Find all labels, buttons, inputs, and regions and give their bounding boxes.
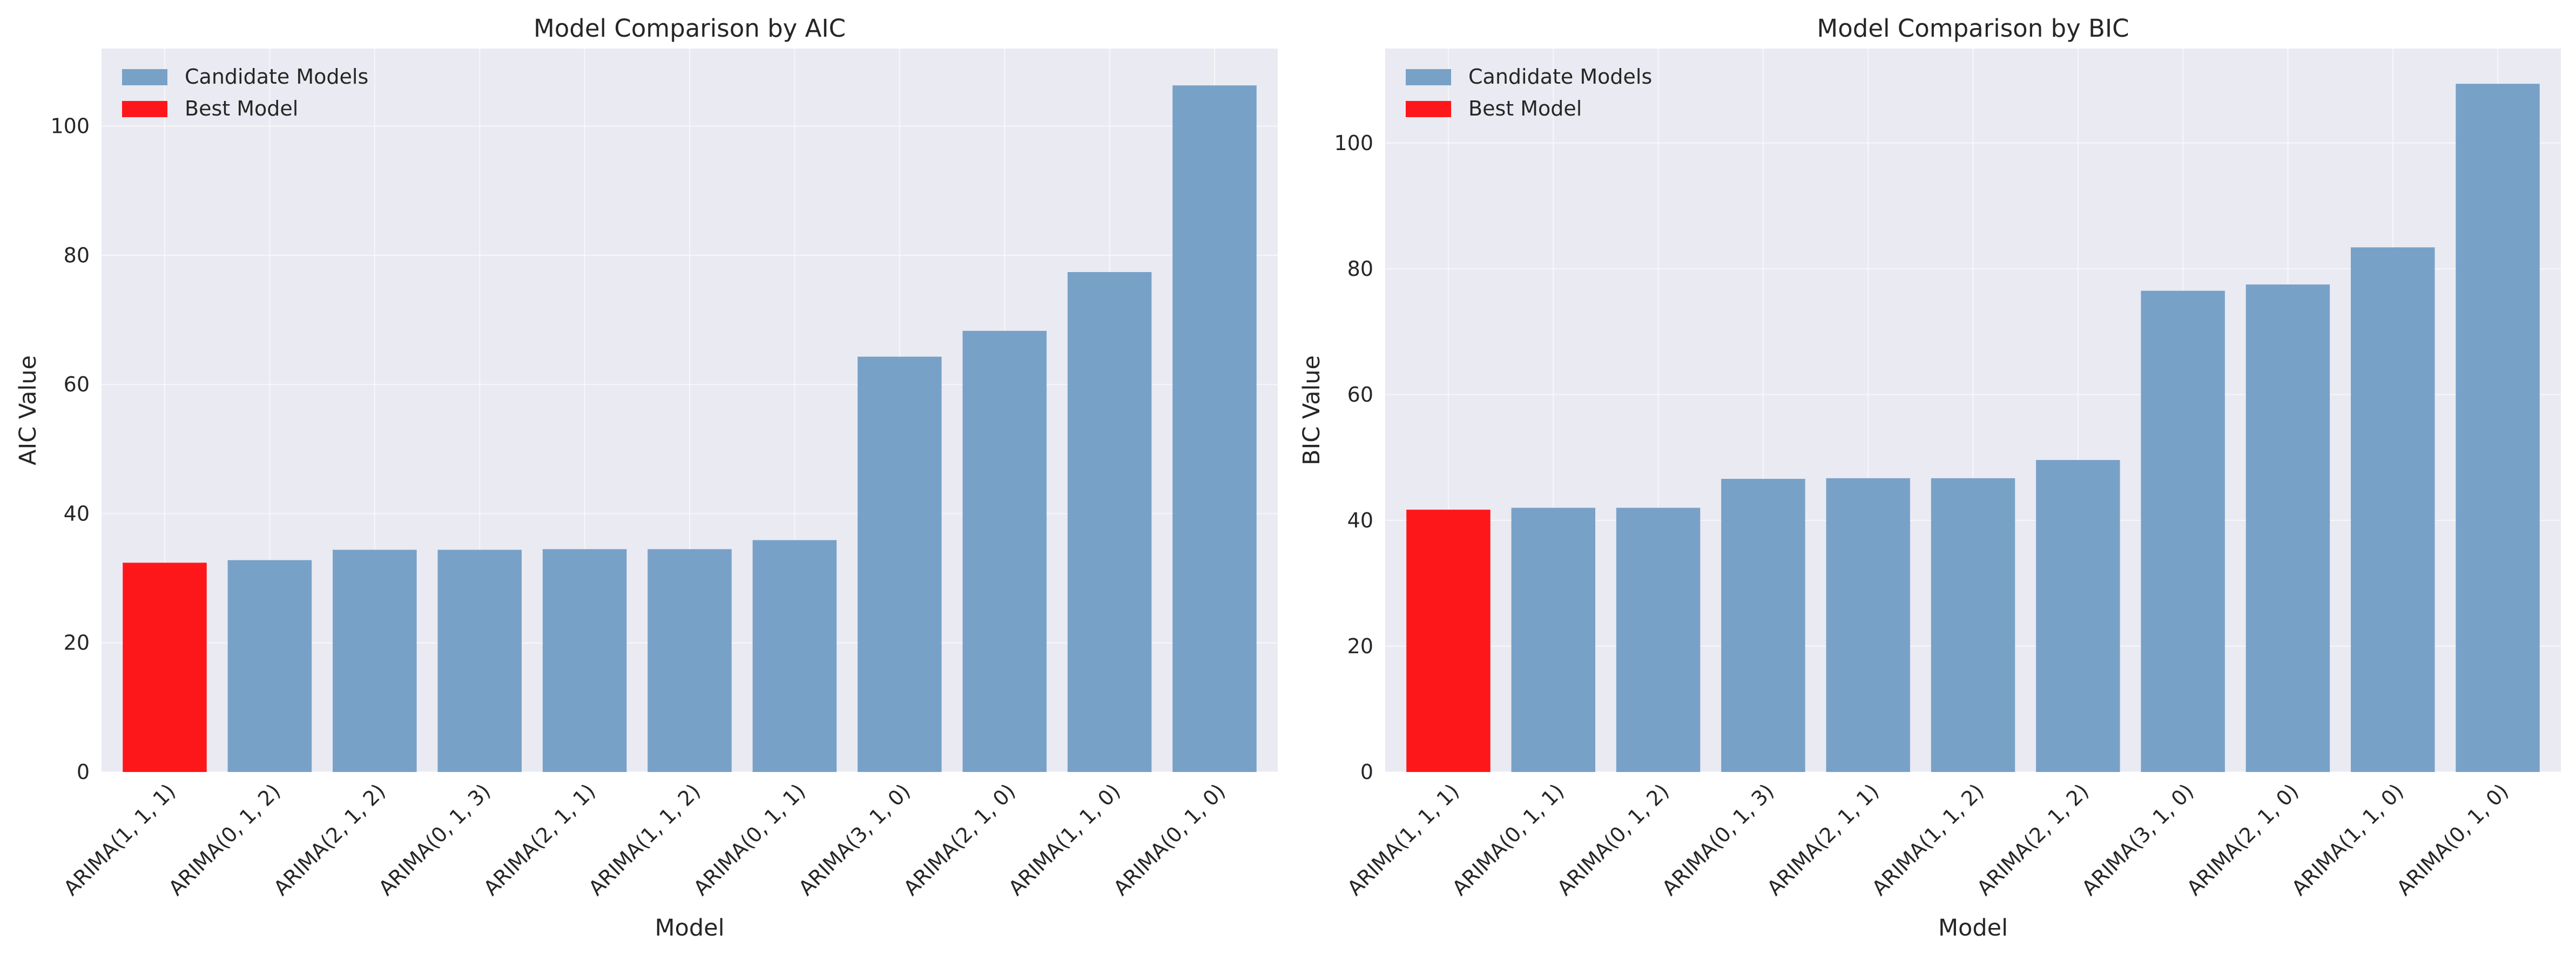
y-tick-label: 0 [77, 760, 90, 784]
chart-title: Model Comparison by AIC [534, 14, 846, 43]
legend-swatch-best [1406, 101, 1451, 117]
bar-candidate-model [2351, 247, 2435, 772]
x-tick-label: ARIMA(2, 1, 2) [269, 779, 390, 900]
legend-label-candidate: Candidate Models [185, 65, 368, 89]
bar-candidate-model [1172, 85, 1257, 773]
bar-candidate-model [2245, 284, 2330, 772]
x-tick-label: ARIMA(1, 1, 0) [1004, 779, 1125, 900]
legend: Candidate Models Best Model [1406, 65, 1652, 120]
x-tick-label: ARIMA(1, 1, 1) [1343, 779, 1464, 900]
bar-best-model [123, 563, 207, 772]
x-tick-label: ARIMA(0, 1, 1) [689, 779, 810, 900]
x-tick-label: ARIMA(3, 1, 0) [794, 779, 915, 900]
bar-candidate-model [333, 550, 417, 772]
x-tick-label: ARIMA(0, 1, 0) [1109, 779, 1230, 900]
x-tick-label: ARIMA(0, 1, 3) [374, 779, 495, 900]
x-tick-label: ARIMA(2, 1, 0) [2182, 779, 2303, 900]
bar-candidate-model [2456, 84, 2540, 772]
bar-candidate-model [1616, 507, 1701, 772]
x-axis-label: Model [1938, 915, 2008, 942]
bar-candidate-model [1931, 478, 2015, 772]
y-axis-label: BIC Value [1298, 355, 1325, 465]
y-tick-label: 40 [64, 502, 90, 525]
bar-candidate-model [1826, 478, 1910, 772]
x-tick-label: ARIMA(0, 1, 1) [1448, 779, 1569, 900]
bar-candidate-model [1067, 272, 1152, 772]
y-tick-label: 0 [1360, 760, 1373, 784]
bar-candidate-model [2036, 460, 2120, 772]
legend-swatch-candidate [1406, 69, 1451, 85]
bar-candidate-model [752, 540, 837, 772]
bar-candidate-model [962, 330, 1047, 772]
bar-candidate-model [2141, 290, 2225, 772]
chart-bic: 0 20 40 60 80 100 ARIMA(1, 1, 1)ARIMA(0, 1, 1)… [1298, 14, 2561, 942]
x-tick-label: ARIMA(2, 1, 0) [899, 779, 1020, 900]
y-tick-label: 60 [1347, 383, 1373, 407]
x-tick-label: ARIMA(2, 1, 1) [479, 779, 600, 900]
x-tick-label: ARIMA(0, 1, 3) [1657, 779, 1778, 900]
legend-label-best: Best Model [185, 97, 298, 120]
bar-best-model [1406, 510, 1491, 772]
x-tick-label: ARIMA(1, 1, 1) [59, 779, 180, 900]
bar-candidate-model [858, 356, 942, 772]
y-tick-label: 20 [1347, 634, 1373, 658]
y-tick-label: 100 [1334, 131, 1373, 155]
legend-swatch-candidate [122, 69, 167, 85]
chart-aic: 0 20 40 60 80 100 ARIMA(1, 1, 1)ARIMA(0, 1, 2)… [15, 14, 1278, 942]
x-tick-label: ARIMA(0, 1, 2) [1553, 779, 1674, 900]
y-tick-label: 40 [1347, 509, 1373, 532]
x-tick-label: ARIMA(3, 1, 0) [2077, 779, 2198, 900]
x-tick-label: ARIMA(1, 1, 2) [584, 779, 705, 900]
x-tick-label: ARIMA(1, 1, 0) [2287, 779, 2408, 900]
bar-candidate-model [1511, 507, 1595, 772]
x-tick-label: ARIMA(1, 1, 2) [1867, 779, 1988, 900]
x-tick-label: ARIMA(0, 1, 0) [2392, 779, 2513, 900]
y-tick-label: 100 [50, 114, 90, 138]
bar-candidate-model [227, 560, 312, 772]
chart-title: Model Comparison by BIC [1817, 14, 2129, 43]
legend-swatch-best [122, 101, 167, 117]
bar-candidate-model [542, 549, 627, 772]
legend-label-candidate: Candidate Models [1468, 65, 1652, 89]
bar-candidate-model [437, 550, 522, 772]
x-axis-label: Model [655, 915, 724, 942]
legend-label-best: Best Model [1468, 97, 1582, 120]
y-tick-label: 80 [64, 243, 90, 267]
x-tick-label: ARIMA(2, 1, 2) [1972, 779, 2093, 900]
y-axis-label: AIC Value [15, 355, 42, 465]
bar-candidate-model [1721, 479, 1805, 772]
y-tick-label: 80 [1347, 257, 1373, 281]
bar-candidate-model [648, 549, 732, 772]
legend: Candidate Models Best Model [122, 65, 368, 120]
x-tick-label: ARIMA(2, 1, 1) [1762, 779, 1883, 900]
y-tick-label: 60 [64, 372, 90, 396]
y-tick-label: 20 [64, 631, 90, 655]
x-tick-label: ARIMA(0, 1, 2) [164, 779, 285, 900]
